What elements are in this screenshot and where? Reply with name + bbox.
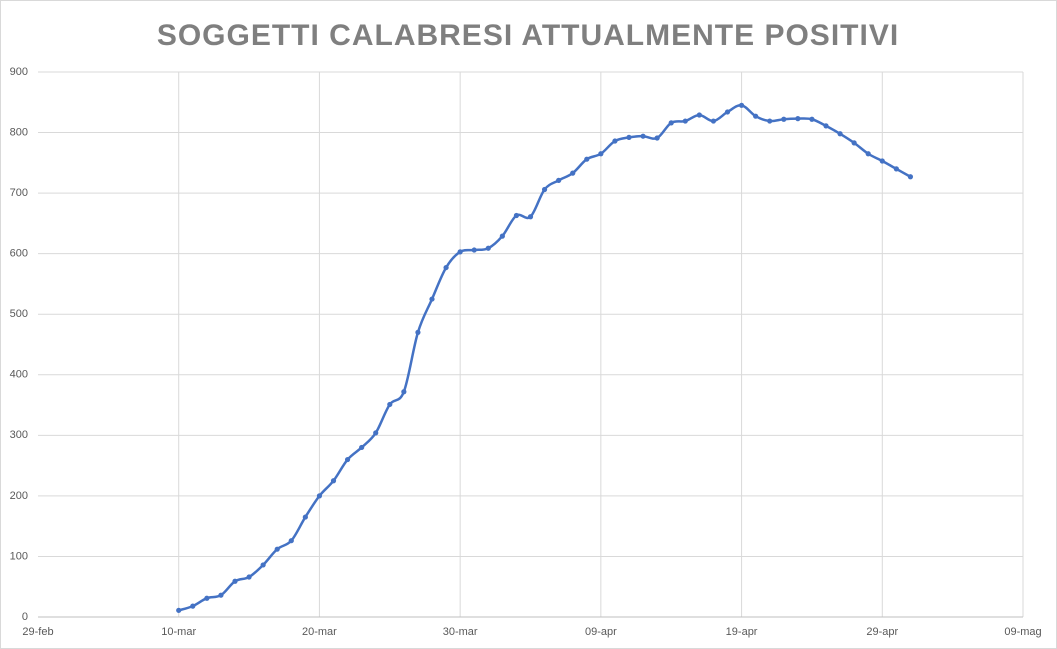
data-point <box>668 120 674 126</box>
data-point <box>654 135 660 141</box>
y-tick-label: 100 <box>10 550 28 562</box>
data-point <box>457 249 463 255</box>
data-point <box>204 595 210 601</box>
y-tick-label: 0 <box>22 611 28 623</box>
y-tick-label: 600 <box>10 248 28 260</box>
data-point <box>387 401 393 408</box>
data-point <box>556 177 562 183</box>
data-point <box>710 118 717 124</box>
y-tick-label: 700 <box>10 187 28 199</box>
y-tick-label: 400 <box>10 369 28 381</box>
chart-title: SOGGETTI CALABRESI ATTUALMENTE POSITIVI <box>157 19 899 52</box>
data-point <box>682 118 688 124</box>
data-point <box>344 456 351 463</box>
data-point <box>626 134 632 140</box>
data-point <box>499 233 505 239</box>
data-point <box>584 156 590 162</box>
data-point <box>429 296 435 302</box>
data-point <box>415 329 421 335</box>
data-point <box>781 116 787 122</box>
data-point <box>541 186 548 193</box>
data-point <box>401 389 407 395</box>
y-tick-label: 900 <box>10 66 28 78</box>
x-tick-label: 29-apr <box>866 626 898 638</box>
data-point <box>809 116 815 122</box>
data-point <box>232 578 238 584</box>
data-point <box>570 170 576 176</box>
data-point <box>513 212 520 219</box>
data-point <box>316 493 323 499</box>
data-point <box>753 113 759 119</box>
data-point <box>767 118 773 124</box>
data-point <box>527 214 534 220</box>
data-point <box>302 514 308 520</box>
data-point <box>218 592 224 598</box>
data-point <box>696 112 702 118</box>
data-point <box>823 123 829 129</box>
data-point <box>598 151 604 157</box>
x-tick-label: 19-apr <box>726 626 758 638</box>
data-point <box>260 562 266 568</box>
x-tick-label: 10-mar <box>161 626 196 638</box>
data-point <box>176 607 182 613</box>
data-point <box>485 245 491 251</box>
data-point <box>288 538 294 544</box>
data-point <box>359 444 365 451</box>
y-tick-label: 300 <box>10 429 28 441</box>
data-point <box>738 102 745 108</box>
y-tick-label: 200 <box>10 490 28 502</box>
data-point <box>795 116 801 122</box>
data-point <box>443 264 449 271</box>
data-point <box>274 546 280 552</box>
x-tick-label: 29-feb <box>22 626 53 638</box>
y-tick-label: 800 <box>10 126 28 138</box>
data-point <box>246 574 252 580</box>
data-point <box>865 151 871 157</box>
data-point <box>851 140 857 146</box>
data-point <box>837 131 843 137</box>
x-tick-label: 30-mar <box>443 626 478 638</box>
data-point <box>471 247 477 253</box>
data-point <box>879 158 885 164</box>
x-tick-label: 09-apr <box>585 626 617 638</box>
data-point <box>190 603 196 609</box>
data-point <box>612 138 618 144</box>
x-tick-label: 09-mag <box>1004 626 1041 638</box>
data-point <box>907 174 914 180</box>
data-point <box>724 109 731 115</box>
data-point <box>373 430 379 436</box>
y-tick-label: 500 <box>10 308 28 320</box>
data-point <box>330 478 337 484</box>
data-point <box>893 166 899 172</box>
data-point <box>640 133 646 139</box>
x-tick-label: 20-mar <box>302 626 337 638</box>
